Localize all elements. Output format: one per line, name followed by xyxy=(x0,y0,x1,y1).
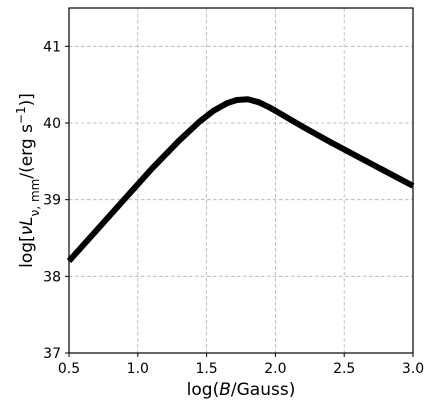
y-tick-label: 38 xyxy=(43,269,61,285)
plot-frame xyxy=(68,7,414,354)
grid xyxy=(68,8,414,354)
y-tick-label: 37 xyxy=(43,346,61,362)
x-tick-label: 1.0 xyxy=(127,361,149,377)
ticks: 0.5 1.0 1.5 2.0 2.5 3.0 37 38 39 40 41 xyxy=(43,39,424,377)
luminosity-curve xyxy=(66,96,415,264)
x-tick-label: 1.5 xyxy=(195,361,217,377)
y-tick-label: 39 xyxy=(43,193,61,209)
x-tick-label: 3.0 xyxy=(402,361,424,377)
x-tick-label: 0.5 xyxy=(58,361,80,377)
y-axis-label: log[νLν, mm/(erg s−1)] xyxy=(14,93,42,268)
y-tick-label: 40 xyxy=(43,116,61,132)
y-tick-label: 41 xyxy=(43,39,61,55)
x-tick-label: 2.0 xyxy=(264,361,286,377)
x-axis-label: log(B/Gauss) xyxy=(187,380,296,400)
x-tick-label: 2.5 xyxy=(333,361,355,377)
series-layer xyxy=(66,96,415,264)
